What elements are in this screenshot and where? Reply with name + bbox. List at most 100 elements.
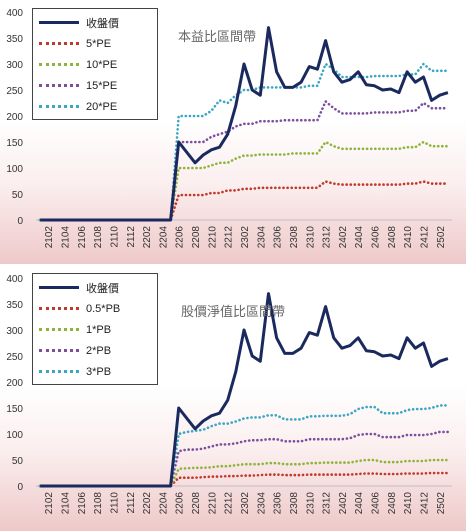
pe-legend: 收盤價 5*PE 10*PE 15*PE 20*PE xyxy=(32,8,158,120)
pe-series-line-3 xyxy=(38,100,450,222)
pe-legend-swatch xyxy=(39,63,79,66)
pe-x-tick-label: 2310 xyxy=(305,226,316,249)
pb-x-tick-label: 2108 xyxy=(93,492,104,515)
pe-x-tick-label: 2502 xyxy=(436,226,447,249)
pe-series-line-1 xyxy=(38,180,450,222)
pe-legend-item: 5*PE xyxy=(39,33,151,54)
pb-series-line-0 xyxy=(40,292,449,488)
pe-y-tick-label: 100 xyxy=(6,164,23,175)
pe-x-tick-label: 2202 xyxy=(142,226,153,249)
pe-x-tick-label: 2312 xyxy=(322,226,333,249)
pe-x-tick-label: 2404 xyxy=(354,226,365,249)
pb-x-tick-label: 2112 xyxy=(126,492,137,514)
pe-x-tick-label: 2112 xyxy=(126,226,137,248)
pb-x-tick-label: 2410 xyxy=(403,492,414,515)
pb-y-tick-label: 250 xyxy=(6,352,23,363)
pb-legend-item: 3*PB xyxy=(39,361,151,382)
pe-legend-item: 15*PE xyxy=(39,75,151,96)
pe-legend-label: 收盤價 xyxy=(86,17,119,30)
pb-legend-label: 3*PB xyxy=(86,365,112,378)
pb-y-tick-label: 150 xyxy=(6,404,23,415)
pe-y-tick-label: 0 xyxy=(17,216,23,227)
pe-legend-swatch xyxy=(39,105,79,108)
pe-x-tick-label: 2412 xyxy=(419,226,430,249)
pb-series-line-2 xyxy=(38,458,450,488)
pb-legend-swatch xyxy=(39,307,79,310)
pb-legend-item: 0.5*PB xyxy=(39,298,151,319)
pb-legend-swatch xyxy=(39,370,79,373)
pe-legend-label: 20*PE xyxy=(86,100,118,113)
pe-legend-item: 收盤價 xyxy=(39,12,151,33)
pb-y-tick-label: 300 xyxy=(6,326,23,337)
pb-x-tick-label: 2408 xyxy=(387,492,398,515)
pe-legend-label: 5*PE xyxy=(86,37,112,50)
pe-series-line-4 xyxy=(38,62,450,222)
pe-x-tick-label: 2402 xyxy=(338,226,349,249)
pe-legend-item: 10*PE xyxy=(39,54,151,75)
pe-band-plot: 0 50 100 150 200 250 300 350 400 2102 2104 2106 2108… xyxy=(6,8,452,249)
pb-x-tick-label: 2308 xyxy=(289,492,300,515)
pe-x-tick-label: 2308 xyxy=(289,226,300,249)
pe-x-tick-label: 2408 xyxy=(387,226,398,249)
pb-x-tick-label: 2212 xyxy=(224,492,235,515)
pb-x-tick-label: 2404 xyxy=(354,492,365,515)
pb-legend-swatch xyxy=(39,328,79,331)
pb-legend-swatch xyxy=(39,349,79,352)
pb-y-tick-label: 0 xyxy=(17,482,23,493)
pb-x-tick-label: 2104 xyxy=(61,492,72,515)
pe-legend-item: 20*PE xyxy=(39,96,151,117)
pe-x-tick-label: 2212 xyxy=(224,226,235,249)
pe-legend-label: 10*PE xyxy=(86,58,118,71)
pb-x-tick-label: 2502 xyxy=(436,492,447,515)
pb-legend-label: 0.5*PB xyxy=(86,302,121,315)
pe-x-tick-label: 2302 xyxy=(240,226,251,249)
pb-x-tick-label: 2106 xyxy=(77,492,88,515)
pb-legend: 收盤價 0.5*PB 1*PB 2*PB 3*PB xyxy=(32,273,158,385)
pe-y-tick-label: 400 xyxy=(6,8,23,19)
pe-series-line-2 xyxy=(38,140,450,222)
pb-y-tick-label: 350 xyxy=(6,300,23,311)
pe-x-tick-label: 2304 xyxy=(256,226,267,249)
pe-legend-swatch xyxy=(39,84,79,87)
pb-x-tick-label: 2110 xyxy=(109,492,120,514)
pe-legend-label: 15*PE xyxy=(86,79,118,92)
pe-y-tick-label: 250 xyxy=(6,86,23,97)
pb-series-line-4 xyxy=(38,404,450,488)
pb-x-tick-label: 2210 xyxy=(207,492,218,515)
pb-x-tick-label: 2402 xyxy=(338,492,349,515)
pe-y-tick-label: 50 xyxy=(12,190,24,201)
pe-x-tick-label: 2206 xyxy=(175,226,186,249)
pe-x-tick-label: 2306 xyxy=(273,226,284,249)
pb-y-tick-label: 50 xyxy=(12,456,24,467)
pe-x-tick-label: 2208 xyxy=(191,226,202,249)
pb-band-plot: 0 50 100 150 200 250 300 350 400 2102 2104 2106 2108… xyxy=(6,274,452,515)
pb-x-tick-label: 2208 xyxy=(191,492,202,515)
pb-x-tick-label: 2412 xyxy=(419,492,430,515)
pb-x-tick-label: 2406 xyxy=(371,492,382,515)
pe-legend-swatch xyxy=(39,21,79,24)
pe-x-tick-label: 2406 xyxy=(371,226,382,249)
pe-band-chart: 0 50 100 150 200 250 300 350 400 2102 2104 2106 2108… xyxy=(0,0,466,265)
pb-x-tick-label: 2102 xyxy=(44,492,55,515)
pe-x-tick-label: 2106 xyxy=(77,226,88,249)
pb-legend-swatch xyxy=(39,286,79,289)
pe-y-tick-label: 200 xyxy=(6,112,23,123)
pe-x-tick-label: 2210 xyxy=(207,226,218,249)
pb-x-tick-label: 2204 xyxy=(158,492,169,515)
pe-x-tick-label: 2104 xyxy=(61,226,72,249)
pb-x-tick-label: 2202 xyxy=(142,492,153,515)
pb-chart-title: 股價淨值比區間帶 xyxy=(181,305,286,320)
pb-y-tick-label: 200 xyxy=(6,378,23,389)
pe-x-tick-label: 2110 xyxy=(109,226,120,248)
pe-y-tick-label: 300 xyxy=(6,60,23,71)
pb-series-line-3 xyxy=(38,430,450,488)
pb-x-tick-label: 2312 xyxy=(322,492,333,515)
pb-legend-label: 收盤價 xyxy=(86,282,119,295)
pe-series-line-0 xyxy=(40,26,449,222)
pb-band-chart: 0 50 100 150 200 250 300 350 400 2102 2104 2106 2108… xyxy=(0,266,466,531)
pb-legend-label: 2*PB xyxy=(86,344,112,357)
pb-series-line-1 xyxy=(38,471,450,488)
pb-legend-item: 1*PB xyxy=(39,319,151,340)
pb-x-tick-label: 2302 xyxy=(240,492,251,515)
